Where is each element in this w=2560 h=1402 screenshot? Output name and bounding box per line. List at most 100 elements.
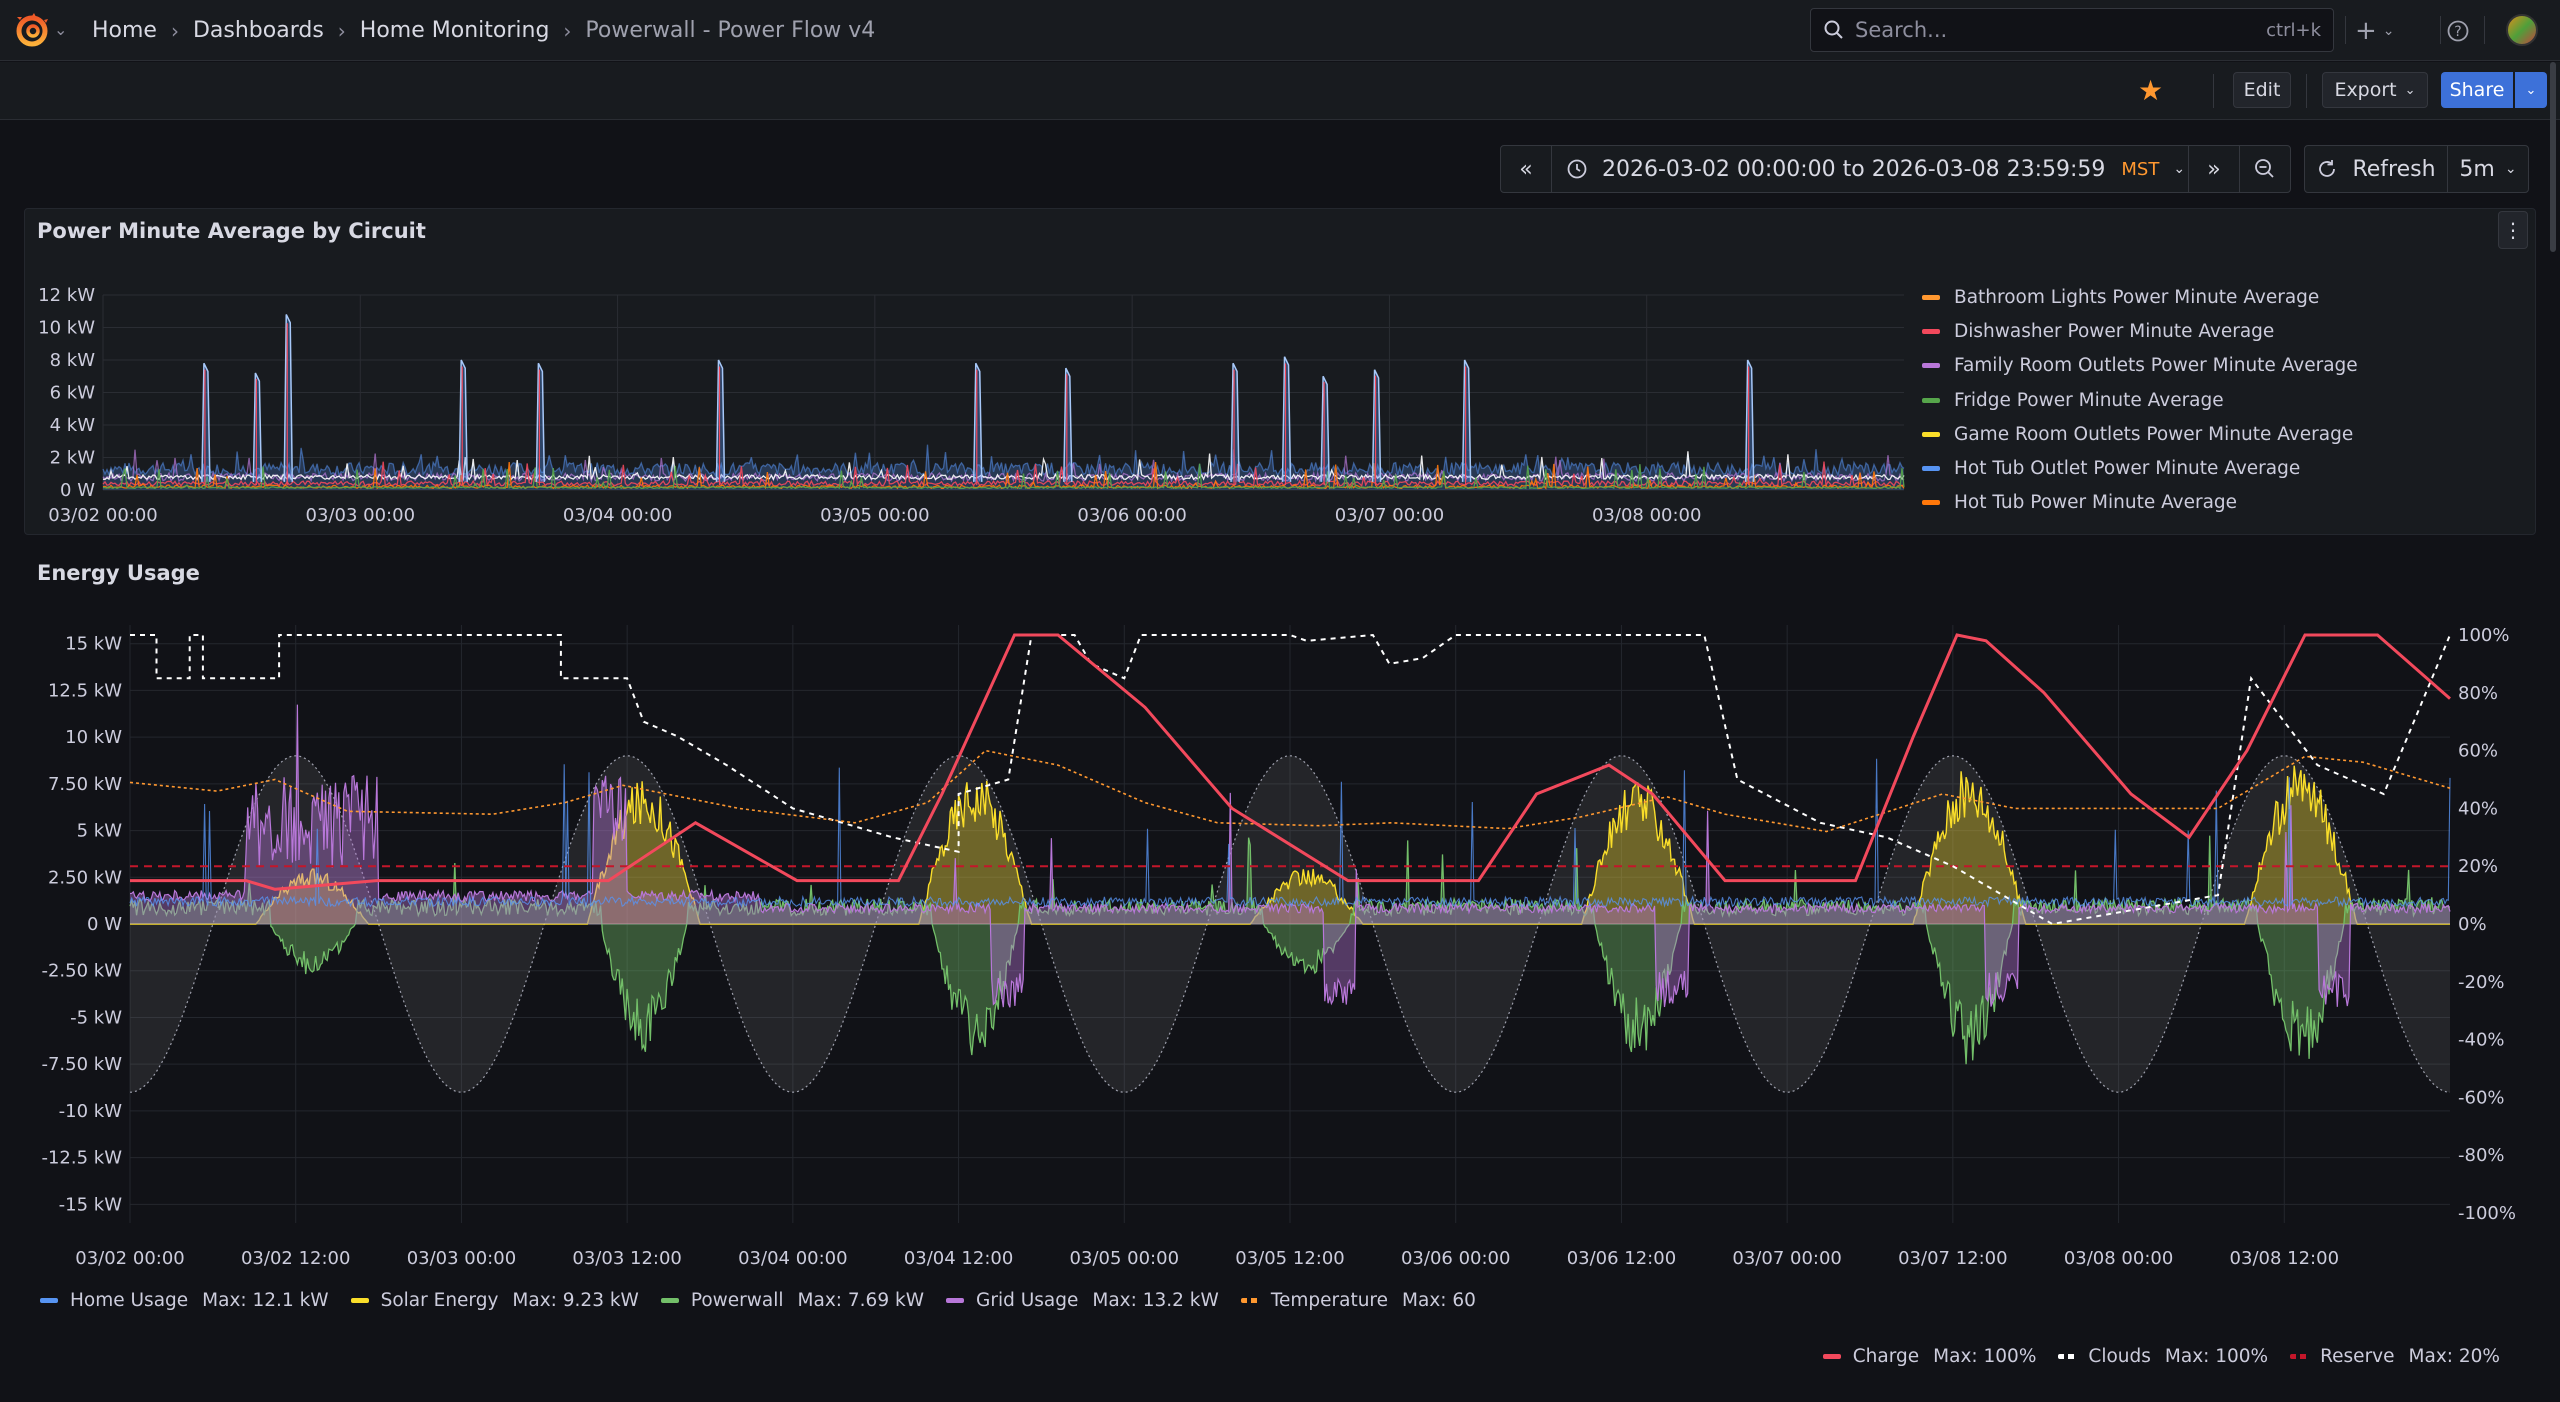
x-tick-label: 03/07 00:00: [1335, 505, 1444, 526]
y-tick-label: 12.5 kW: [48, 680, 122, 701]
chevron-right-icon: ›: [170, 18, 179, 43]
legend-label: Hot Tub Power Minute Average: [1954, 492, 2238, 514]
legend-swatch: [1922, 328, 1940, 334]
help-icon: ?: [2447, 20, 2469, 41]
legend-item[interactable]: Bathroom Lights Power Minute Average: [1922, 280, 2358, 314]
series-line: [102, 451, 1905, 482]
edit-button[interactable]: Edit: [2233, 72, 2291, 108]
legend-swatch: [1922, 294, 1940, 300]
zoom-out-button[interactable]: [2239, 145, 2291, 193]
y-tick-label: 10 kW: [38, 318, 95, 339]
grid-area: [130, 704, 2450, 1008]
legend-item[interactable]: Grid Usage Max: 13.2 kW: [946, 1290, 1219, 1311]
kebab-menu-icon: ⋮: [2503, 218, 2523, 242]
star-icon[interactable]: ★: [2138, 74, 2164, 107]
y2-tick-label: -40%: [2458, 1030, 2505, 1051]
y2-tick-label: 40%: [2458, 798, 2498, 819]
spike-mark: [973, 362, 983, 482]
x-tick-label: 03/02 12:00: [241, 1248, 350, 1269]
solar-area: [130, 765, 2450, 924]
x-tick-label: 03/06 12:00: [1567, 1248, 1676, 1269]
y-tick-label: 12 kW: [38, 285, 95, 306]
legend-item[interactable]: Game Room Outlets Power Minute Average: [1922, 417, 2358, 451]
page-scrollbar[interactable]: [2550, 62, 2556, 252]
legend-item[interactable]: Solar Energy Max: 9.23 kW: [350, 1290, 639, 1311]
export-label: Export: [2334, 79, 2397, 101]
legend-item[interactable]: Dishwasher Power Minute Average: [1922, 314, 2358, 348]
refresh-label: Refresh: [2352, 156, 2436, 182]
temperature-line: [129, 749, 2451, 833]
legend-label: Clouds: [2088, 1346, 2151, 1367]
circuit-legend: Bathroom Lights Power Minute Average Dis…: [1922, 280, 2358, 520]
legend-label: Game Room Outlets Power Minute Average: [1954, 423, 2354, 445]
time-forward-button[interactable]: »: [2188, 145, 2240, 193]
y-tick-label: -15 kW: [59, 1194, 123, 1215]
breadcrumb-dashboards[interactable]: Dashboards: [192, 18, 324, 43]
divider: [2484, 16, 2485, 44]
export-button[interactable]: Export ⌄: [2322, 72, 2428, 108]
add-menu-button[interactable]: + ⌄: [2355, 0, 2395, 61]
legend-label: Powerwall: [690, 1290, 784, 1311]
legend-item[interactable]: Powerwall Max: 7.69 kW: [660, 1290, 924, 1311]
chevron-down-icon: ⌄: [2525, 82, 2537, 98]
spike-mark: [458, 359, 468, 482]
breadcrumb-home[interactable]: Home: [92, 18, 157, 43]
legend-item[interactable]: Clouds Max: 100%: [2058, 1346, 2268, 1367]
refresh-button[interactable]: Refresh: [2304, 145, 2448, 193]
top-navbar: ⌄ Home › Dashboards › Home Monitoring › …: [0, 0, 2560, 61]
breadcrumb-home-monitoring[interactable]: Home Monitoring: [359, 18, 550, 43]
legend-item[interactable]: Reserve Max: 20%: [2290, 1346, 2500, 1367]
legend-max: Max: 20%: [2408, 1346, 2500, 1367]
breadcrumb: Home › Dashboards › Home Monitoring › Po…: [92, 0, 875, 61]
solar-line: [130, 765, 2450, 925]
y-tick-label: 15 kW: [65, 634, 122, 655]
spike-mark: [1063, 367, 1073, 482]
y-tick-label: -5 kW: [70, 1007, 122, 1028]
dashboard-toolbar: [0, 62, 2560, 120]
legend-item[interactable]: Family Room Outlets Power Minute Average: [1922, 349, 2358, 383]
time-range-picker[interactable]: 2026-03-02 00:00:00 to 2026-03-08 23:59:…: [1551, 145, 2189, 193]
y-tick-label: 0 W: [87, 914, 122, 935]
grafana-logo-icon[interactable]: [14, 12, 54, 48]
x-tick-label: 03/08 00:00: [1592, 505, 1701, 526]
chevron-down-icon: ⌄: [2173, 161, 2186, 177]
legend-item[interactable]: Hot Tub Outlet Power Minute Average: [1922, 451, 2358, 485]
y-tick-label: 4 kW: [50, 415, 96, 436]
energy-usage-chart[interactable]: 15 kW 12.5 kW 10 kW 7.50 kW 5 kW 2.50 kW 0 W -2…: [0, 600, 2560, 1280]
legend-label: Solar Energy: [380, 1290, 499, 1311]
legend-swatch: [1922, 500, 1940, 506]
legend-item[interactable]: Charge Max: 100%: [1822, 1346, 2036, 1367]
refresh-interval-picker[interactable]: 5m ⌄: [2447, 145, 2529, 193]
x-tick-label: 03/06 00:00: [1077, 505, 1186, 526]
spike-mark: [535, 362, 546, 482]
legend-swatch: [660, 1298, 679, 1303]
time-back-button[interactable]: «: [1500, 145, 1552, 193]
panel-menu-button[interactable]: ⋮: [2498, 211, 2528, 249]
circuit-chart[interactable]: 12 kW 10 kW 8 kW 6 kW 4 kW 2 kW 0 W 03/02 00:00…: [24, 260, 1914, 535]
legend-swatch: [1822, 1354, 1841, 1359]
spike-mark: [283, 314, 293, 482]
chevron-down-icon[interactable]: ⌄: [54, 20, 68, 39]
search-input[interactable]: Search... ctrl+k: [1810, 8, 2334, 52]
search-icon: [1824, 20, 1843, 39]
share-button[interactable]: Share: [2441, 72, 2513, 108]
avatar[interactable]: [2506, 14, 2538, 46]
divider: [2213, 74, 2214, 108]
help-button[interactable]: ?: [2446, 0, 2470, 61]
y-tick-label: 10 kW: [65, 727, 122, 748]
powerwall-line: [129, 835, 2451, 1065]
legend-item[interactable]: Hot Tub Power Minute Average: [1922, 486, 2358, 520]
legend-label: Charge: [1852, 1346, 1920, 1367]
x-tick-label: 03/07 00:00: [1732, 1248, 1841, 1269]
legend-item[interactable]: Home Usage Max: 12.1 kW: [40, 1290, 329, 1311]
spike-mark: [1230, 362, 1240, 482]
legend-label: Dishwasher Power Minute Average: [1954, 320, 2275, 342]
search-placeholder: Search...: [1855, 18, 1948, 42]
share-menu-button[interactable]: ⌄: [2515, 72, 2547, 108]
spike-mark: [1744, 359, 1755, 482]
legend-item[interactable]: Temperature Max: 60: [1240, 1290, 1476, 1311]
legend-swatch: [1240, 1298, 1259, 1303]
y2-tick-label: 0%: [2458, 914, 2487, 935]
legend-item[interactable]: Fridge Power Minute Average: [1922, 383, 2358, 417]
legend-label: Bathroom Lights Power Minute Average: [1954, 286, 2320, 308]
